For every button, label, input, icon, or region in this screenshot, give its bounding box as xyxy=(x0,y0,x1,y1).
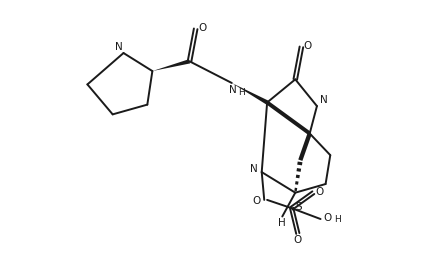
Text: O: O xyxy=(303,41,312,51)
Text: O: O xyxy=(323,213,331,223)
Text: S: S xyxy=(296,202,302,213)
Text: O: O xyxy=(294,235,302,245)
Text: N: N xyxy=(229,85,237,95)
Text: O: O xyxy=(252,196,260,206)
Polygon shape xyxy=(266,101,311,135)
Polygon shape xyxy=(153,59,190,71)
Text: H: H xyxy=(279,218,286,228)
Polygon shape xyxy=(298,133,312,161)
Text: N: N xyxy=(250,164,258,173)
Text: H: H xyxy=(239,88,245,97)
Text: N: N xyxy=(115,42,123,52)
Text: O: O xyxy=(316,187,324,197)
Text: O: O xyxy=(198,23,206,33)
Text: N: N xyxy=(320,94,327,105)
Text: H: H xyxy=(334,215,341,224)
Polygon shape xyxy=(232,83,268,104)
